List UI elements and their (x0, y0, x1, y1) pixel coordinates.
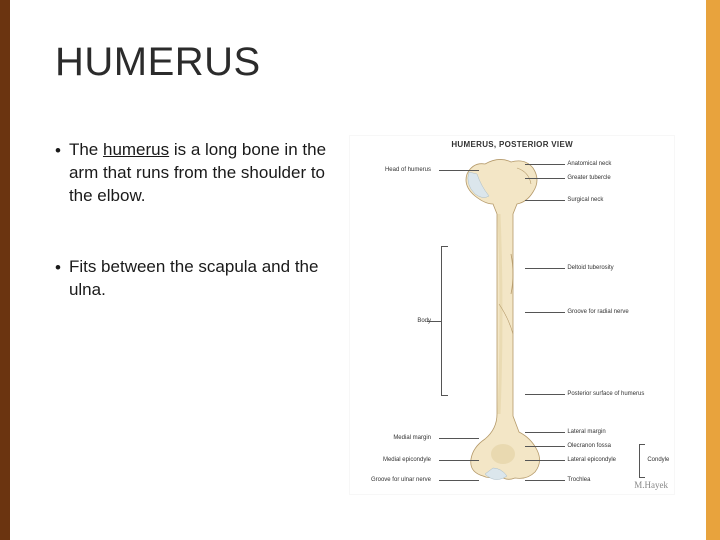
bullet-dot-icon: • (55, 139, 61, 208)
bracket-icon (441, 246, 442, 396)
diagram-label: Head of humerus (385, 167, 431, 174)
diagram-label: Medial margin (393, 435, 431, 442)
leader-line (439, 438, 479, 439)
humerus-diagram: HUMERUS, POSTERIOR VIEW Hea (349, 135, 675, 495)
leader-line (525, 446, 565, 447)
bullet-1: • The humerus is a long bone in the arm … (55, 139, 331, 208)
bullet-1-text: The humerus is a long bone in the arm th… (69, 139, 331, 208)
diagram-label: Medial epicondyle (383, 457, 431, 464)
bullet-1-key: humerus (103, 140, 169, 159)
bullet-2: • Fits between the scapula and the ulna. (55, 256, 331, 302)
slide-content: HUMERUS • The humerus is a long bone in … (55, 40, 675, 495)
diagram-label: Deltoid tuberosity (567, 265, 613, 272)
diagram-label: Groove for ulnar nerve (371, 477, 431, 484)
leader-line (525, 460, 565, 461)
leader-line (525, 164, 565, 165)
diagram-label: Posterior surface of humerus (567, 391, 644, 398)
diagram-label: Condyle (647, 457, 669, 464)
slide-title: HUMERUS (55, 40, 675, 85)
bullet-2-text: Fits between the scapula and the ulna. (69, 256, 331, 302)
diagram-label: Trochlea (567, 477, 590, 484)
diagram-label: Lateral epicondyle (567, 457, 616, 464)
diagram-label: Anatomical neck (567, 161, 611, 168)
diagram-signature: M.Hayek (634, 480, 668, 490)
diagram-label: Groove for radial nerve (567, 309, 628, 316)
body-row: • The humerus is a long bone in the arm … (55, 135, 675, 495)
leader-line (525, 394, 565, 395)
leader-line (525, 178, 565, 179)
leader-line (525, 432, 565, 433)
leader-line (427, 321, 441, 322)
leader-line (439, 170, 479, 171)
bracket-icon (639, 444, 640, 478)
right-accent-stripe (706, 0, 720, 540)
text-column: • The humerus is a long bone in the arm … (55, 135, 331, 495)
left-accent-stripe (0, 0, 10, 540)
diagram-label: Surgical neck (567, 197, 603, 204)
diagram-title: HUMERUS, POSTERIOR VIEW (350, 140, 674, 149)
diagram-label: Olecranon fossa (567, 443, 611, 450)
leader-line (439, 480, 479, 481)
leader-line (525, 268, 565, 269)
leader-line (439, 460, 479, 461)
bullet-1-pre: The (69, 140, 103, 159)
diagram-label: Lateral margin (567, 429, 605, 436)
diagram-label: Greater tubercle (567, 175, 610, 182)
leader-line (525, 312, 565, 313)
leader-line (525, 480, 565, 481)
leader-line (525, 200, 565, 201)
bullet-dot-icon: • (55, 256, 61, 302)
humerus-bone-icon (455, 154, 555, 484)
